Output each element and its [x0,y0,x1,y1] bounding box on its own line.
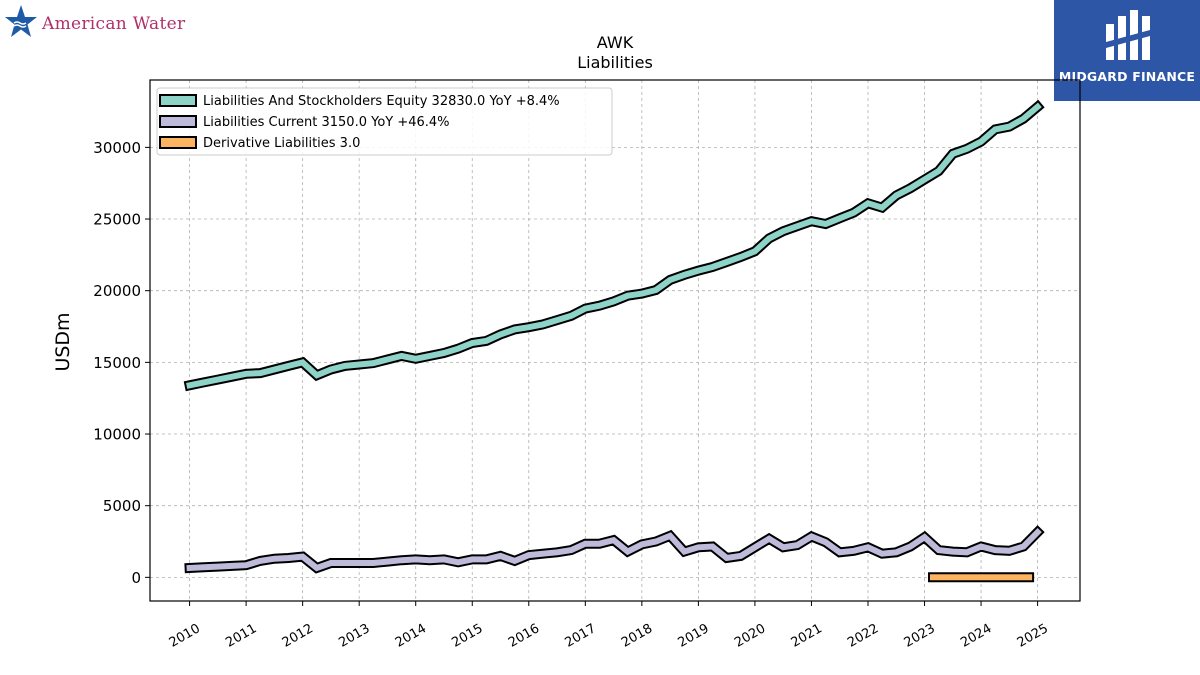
x-tick-label: 2014 [393,621,429,651]
y-tick-label: 25000 [93,211,141,229]
x-tick-label: 2024 [958,621,994,651]
legend-label: Liabilities And Stockholders Equity 3283… [203,94,560,109]
midgard-finance-logo: MIDGARD FINANCE [1054,0,1200,101]
american-water-logo: American Water [4,4,264,44]
x-tick-label: 2025 [1015,621,1051,651]
series-layer [183,99,1045,583]
y-tick-label: 5000 [103,497,141,515]
grid [150,80,1080,601]
x-tick-label: 2011 [223,621,259,651]
x-tick-label: 2010 [167,621,203,651]
legend-swatch [159,136,197,149]
y-tick-label: 20000 [93,282,141,300]
chart-subtitle: Liabilities [577,53,653,72]
legend: Liabilities And Stockholders Equity 3283… [156,87,613,156]
y-tick-label: 15000 [93,354,141,372]
x-tick-label: 2018 [619,621,655,651]
y-tick-label: 10000 [93,426,141,444]
legend-swatch [159,115,197,128]
x-tick-label: 2022 [845,621,881,651]
midgard-emblem-icon [1106,10,1150,60]
legend-label: Liabilities Current 3150.0 YoY +46.4% [203,115,450,130]
series-line [186,527,1042,572]
midgard-finance-wordmark: MIDGARD FINANCE [1058,69,1196,84]
y-tick-label: 30000 [93,139,141,157]
series-line [186,102,1042,389]
x-tick-label: 2016 [506,621,542,651]
plot-frame [149,79,1081,602]
legend-swatch [159,94,197,107]
x-tick-label: 2019 [676,621,712,651]
series-liabilities-and-stockholders-equity [183,99,1045,392]
x-tick-label: 2017 [562,621,598,651]
chart-title: AWK [597,33,634,52]
star-icon [5,5,37,37]
legend-label: Derivative Liabilities 3.0 [203,136,360,151]
legend-box [156,87,613,156]
x-tick-label: 2023 [902,621,938,651]
y-tick-label: 0 [131,569,141,587]
x-axis: 2010 2011 2012 2013 2014 2015 2016 2017 2018 2019… [167,601,1051,651]
y-axis-label: USDm [52,312,74,371]
x-tick-label: 2015 [449,621,485,651]
x-tick-label: 2021 [789,621,825,651]
y-axis: 0 5000 10000 15000 20000 25000 30000 [93,139,150,587]
x-tick-label: 2012 [280,621,316,651]
x-tick-label: 2020 [732,621,768,651]
x-tick-label: 2013 [336,621,372,651]
american-water-wordmark: American Water [42,14,186,34]
series-liabilities-current [184,525,1045,574]
